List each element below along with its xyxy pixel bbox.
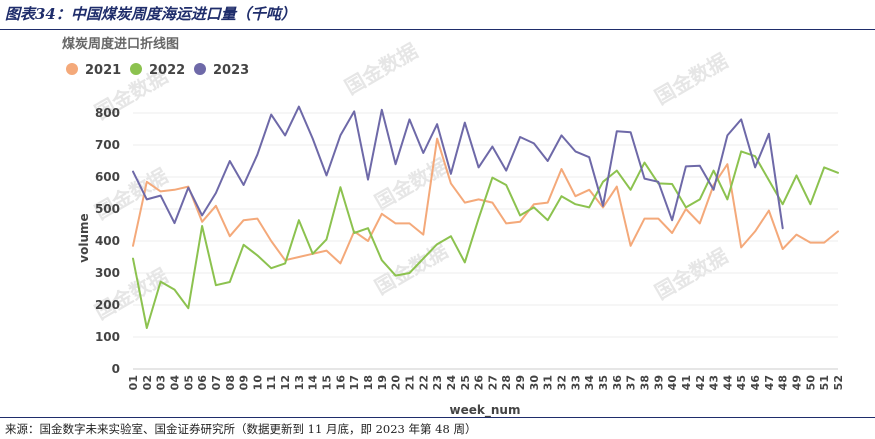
x-tick-label: 26: [473, 375, 486, 391]
x-tick-label: 09: [238, 375, 251, 390]
x-tick-label: 42: [694, 375, 707, 390]
x-tick-label: 35: [597, 375, 610, 390]
x-tick-label: 27: [486, 375, 499, 390]
x-tick-label: 29: [514, 375, 527, 390]
x-tick-label: 02: [141, 375, 154, 390]
x-tick-label: 33: [569, 375, 582, 390]
x-tick-label: 45: [735, 375, 748, 390]
x-tick-label: 13: [293, 375, 306, 390]
x-tick-label: 19: [376, 375, 389, 390]
x-tick-label: 08: [224, 375, 237, 390]
x-tick-label: 32: [556, 375, 569, 390]
x-tick-label: 50: [804, 375, 817, 391]
title-rule: [0, 29, 875, 30]
series-line-2023: [132, 105, 784, 230]
x-tick-label: 17: [348, 375, 361, 390]
x-tick-label: 07: [210, 375, 223, 390]
watermark-text: 国金数据: [371, 239, 452, 300]
y-tick-label: 400: [95, 234, 120, 248]
watermark-text: 国金数据: [651, 244, 732, 305]
source-rule: [0, 417, 875, 418]
y-tick-label: 0: [112, 362, 120, 376]
y-tick-label: 200: [95, 298, 120, 312]
chart-title: 煤炭周度进口折线图: [62, 36, 179, 52]
gridlines: [133, 112, 838, 370]
watermark-text: 国金数据: [651, 49, 732, 110]
x-tick-label: 04: [168, 375, 181, 391]
x-tick-label: 34: [583, 375, 596, 391]
x-tick-label: 37: [625, 375, 638, 390]
x-tick-label: 52: [832, 375, 845, 390]
series-lines: [132, 105, 839, 329]
x-tick-label: 20: [390, 375, 403, 391]
legend-marker-2023: [194, 63, 206, 75]
x-tick-label: 30: [528, 375, 541, 391]
x-tick-label: 14: [307, 375, 320, 391]
x-tick-label: 40: [666, 375, 679, 391]
x-tick-label: 38: [638, 375, 651, 390]
y-tick-label: 300: [95, 266, 120, 280]
x-axis-label: week_num: [450, 403, 521, 418]
legend-label-2023: 2023: [213, 63, 249, 78]
x-tick-label: 46: [749, 375, 762, 391]
x-tick-label: 25: [459, 375, 472, 390]
x-tick-label: 28: [500, 375, 513, 390]
x-tick-label: 44: [721, 375, 734, 391]
x-tick-label: 43: [708, 375, 721, 390]
x-tick-label: 05: [182, 375, 195, 390]
legend: 2021 2022 2023: [66, 63, 249, 78]
series-line-2022: [132, 150, 839, 329]
x-tick-label: 18: [362, 375, 375, 390]
x-tick-label: 24: [445, 375, 458, 391]
y-axis-ticks: 0 100 200 300 400 500 600 700 800: [95, 106, 120, 376]
x-tick-label: 03: [155, 375, 168, 390]
x-tick-label: 06: [196, 375, 209, 391]
x-tick-label: 39: [652, 375, 665, 390]
y-tick-label: 700: [95, 138, 120, 152]
watermark-text: 国金数据: [341, 39, 422, 100]
x-tick-label: 12: [279, 375, 292, 390]
x-tick-label: 16: [334, 375, 347, 391]
legend-label-2021: 2021: [85, 63, 121, 78]
legend-marker-2022: [130, 63, 142, 75]
x-tick-label: 22: [417, 375, 430, 390]
x-axis-ticks: 01 02 03 04 05 06 07 08 09 10 11 12 13 14 15 16 17 18 19 20…: [127, 375, 845, 391]
x-tick-label: 23: [431, 375, 444, 390]
x-tick-label: 15: [321, 375, 334, 390]
x-tick-label: 47: [763, 375, 776, 390]
x-tick-label: 49: [791, 375, 804, 390]
watermark-text: 国金数据: [371, 154, 452, 215]
x-tick-label: 21: [403, 375, 416, 390]
figure-title: 图表34：中国煤炭周度海运进口量（千吨）: [5, 5, 296, 23]
x-tick-label: 11: [265, 375, 278, 390]
legend-label-2022: 2022: [149, 63, 185, 78]
x-tick-label: 41: [680, 375, 693, 390]
x-tick-label: 51: [818, 375, 831, 390]
source-note: 来源：国金数字未来实验室、国金证券研究所（数据更新到 11 月底，即 2023 …: [5, 422, 477, 436]
y-tick-label: 600: [95, 170, 120, 184]
x-tick-label: 01: [127, 375, 140, 390]
x-tick-label: 48: [777, 375, 790, 390]
x-tick-label: 10: [251, 375, 264, 391]
x-tick-label: 31: [542, 375, 555, 390]
legend-marker-2021: [66, 63, 78, 75]
y-tick-label: 800: [95, 106, 120, 120]
y-axis-label: volume: [77, 213, 91, 262]
y-tick-label: 100: [95, 330, 120, 344]
y-tick-label: 500: [95, 202, 120, 216]
x-tick-label: 36: [611, 375, 624, 391]
